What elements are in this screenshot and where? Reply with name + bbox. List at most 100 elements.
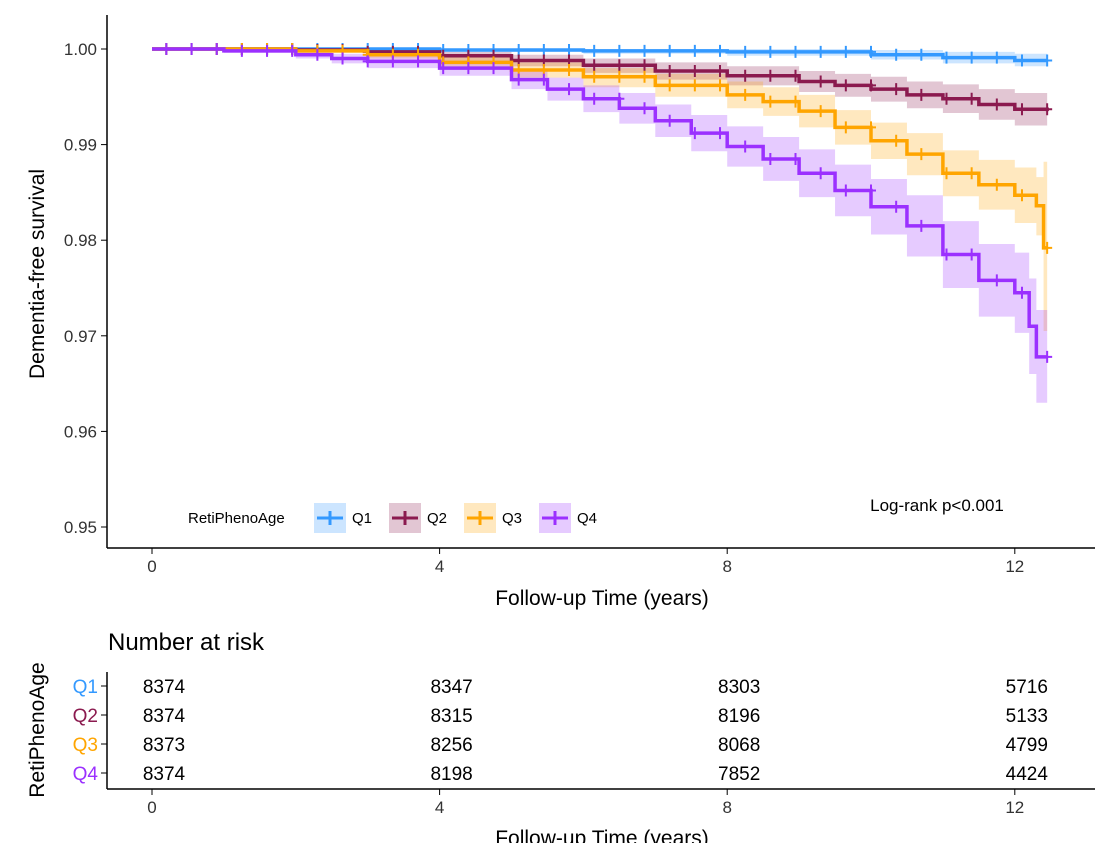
- censor-mark: [840, 184, 851, 197]
- censor-mark: [966, 248, 977, 261]
- censor-mark: [589, 92, 600, 105]
- risk-cell: 8374: [143, 677, 186, 698]
- censor-mark: [689, 127, 700, 140]
- censor-mark: [488, 62, 499, 75]
- risk-x-tick-label: 8: [722, 798, 731, 817]
- censor-mark: [866, 45, 876, 58]
- y-tick-label: 0.98: [64, 231, 97, 250]
- censor-mark: [765, 152, 776, 165]
- x-tick-label: 4: [435, 557, 444, 576]
- y-tick-label: 0.96: [64, 422, 97, 441]
- censor-mark: [1042, 103, 1053, 116]
- censor-mark: [337, 52, 348, 65]
- censor-mark: [966, 92, 977, 105]
- risk-x-tick-label: 12: [1005, 798, 1024, 817]
- censor-mark: [840, 121, 851, 134]
- censor-mark: [1042, 241, 1053, 254]
- risk-cell: 8347: [430, 677, 472, 698]
- survival-curves: [152, 43, 1053, 363]
- logrank-annotation: Log-rank p<0.001: [870, 496, 1004, 515]
- risk-cell: 4424: [1006, 764, 1049, 785]
- legend-line-icon: [317, 511, 343, 525]
- censor-mark: [916, 219, 927, 232]
- censor-mark: [564, 83, 575, 96]
- censor-mark: [941, 51, 952, 64]
- legend-line-icon: [542, 511, 568, 525]
- y-tick-label: 0.95: [64, 518, 97, 537]
- censor-mark: [639, 70, 650, 83]
- risk-cell: 8315: [430, 706, 472, 727]
- censor-mark: [916, 148, 927, 161]
- risk-cell: 8256: [430, 735, 472, 756]
- censor-mark: [1016, 54, 1027, 67]
- censor-mark: [991, 178, 1002, 191]
- censor-mark: [438, 62, 449, 75]
- y-axis-label: Dementia-free survival: [26, 169, 49, 379]
- censor-mark: [715, 79, 726, 92]
- censor-mark: [740, 69, 751, 82]
- risk-group-label: Q1: [73, 677, 98, 698]
- censor-mark: [790, 45, 801, 58]
- censor-mark: [1016, 103, 1027, 116]
- censor-mark: [765, 45, 776, 58]
- censor-mark: [966, 51, 977, 64]
- censor-mark: [564, 43, 575, 56]
- censor-mark: [287, 44, 298, 57]
- censor-mark: [1042, 54, 1053, 67]
- ci-band-q3: [152, 49, 1048, 332]
- censor-mark: [916, 88, 927, 101]
- risk-x-tick-label: 0: [147, 798, 156, 817]
- censor-mark: [614, 92, 625, 105]
- risk-cell: 8374: [143, 706, 186, 727]
- censor-mark: [387, 55, 398, 68]
- censor-mark: [161, 43, 172, 55]
- censor-mark: [312, 48, 323, 61]
- censor-mark: [815, 167, 826, 180]
- censor-mark: [991, 51, 1002, 64]
- censor-mark: [815, 75, 826, 88]
- legend-label: Q2: [427, 510, 447, 527]
- censor-mark: [815, 45, 826, 58]
- legend: RetiPhenoAge Q1 Q2 Q3 Q4: [188, 503, 597, 533]
- censor-mark: [715, 44, 726, 57]
- censor-mark: [664, 44, 675, 57]
- risk-cell: 8198: [430, 764, 472, 785]
- censor-mark: [815, 105, 826, 118]
- censor-mark: [891, 134, 902, 147]
- censor-mark: [513, 73, 524, 86]
- censor-mark: [765, 69, 776, 82]
- censor-mark: [614, 44, 625, 57]
- censor-mark: [538, 73, 549, 86]
- x-tick-label: 0: [147, 557, 156, 576]
- censor-mark: [664, 79, 675, 92]
- censor-mark: [991, 98, 1002, 111]
- risk-group-label: Q2: [73, 706, 98, 727]
- y-tick-label: 0.99: [64, 136, 97, 155]
- censor-mark: [413, 55, 424, 68]
- risk-table-x-label: Follow-up Time (years): [495, 827, 709, 843]
- censor-mark: [639, 59, 650, 72]
- risk-table-title: Number at risk: [108, 629, 265, 656]
- censor-mark: [262, 44, 273, 57]
- risk-table-y-label: RetiPhenoAge: [26, 662, 49, 797]
- censor-mark: [740, 140, 751, 153]
- censor-mark: [740, 88, 751, 101]
- risk-cell: 5716: [1006, 677, 1048, 698]
- censor-mark: [840, 79, 851, 92]
- censor-mark: [1016, 286, 1027, 299]
- censor-mark: [689, 64, 700, 77]
- legend-label: Q4: [577, 510, 597, 527]
- censor-mark: [941, 248, 952, 261]
- censor-mark: [564, 64, 575, 77]
- censor-mark: [941, 167, 952, 180]
- censor-mark: [966, 167, 977, 180]
- censor-mark: [664, 114, 675, 127]
- censor-mark: [589, 70, 600, 83]
- risk-cell: 8068: [718, 735, 760, 756]
- x-tick-label: 12: [1005, 557, 1024, 576]
- censor-mark: [538, 43, 549, 56]
- censor-mark: [866, 184, 876, 197]
- censor-mark: [664, 64, 675, 77]
- censor-mark: [236, 44, 247, 57]
